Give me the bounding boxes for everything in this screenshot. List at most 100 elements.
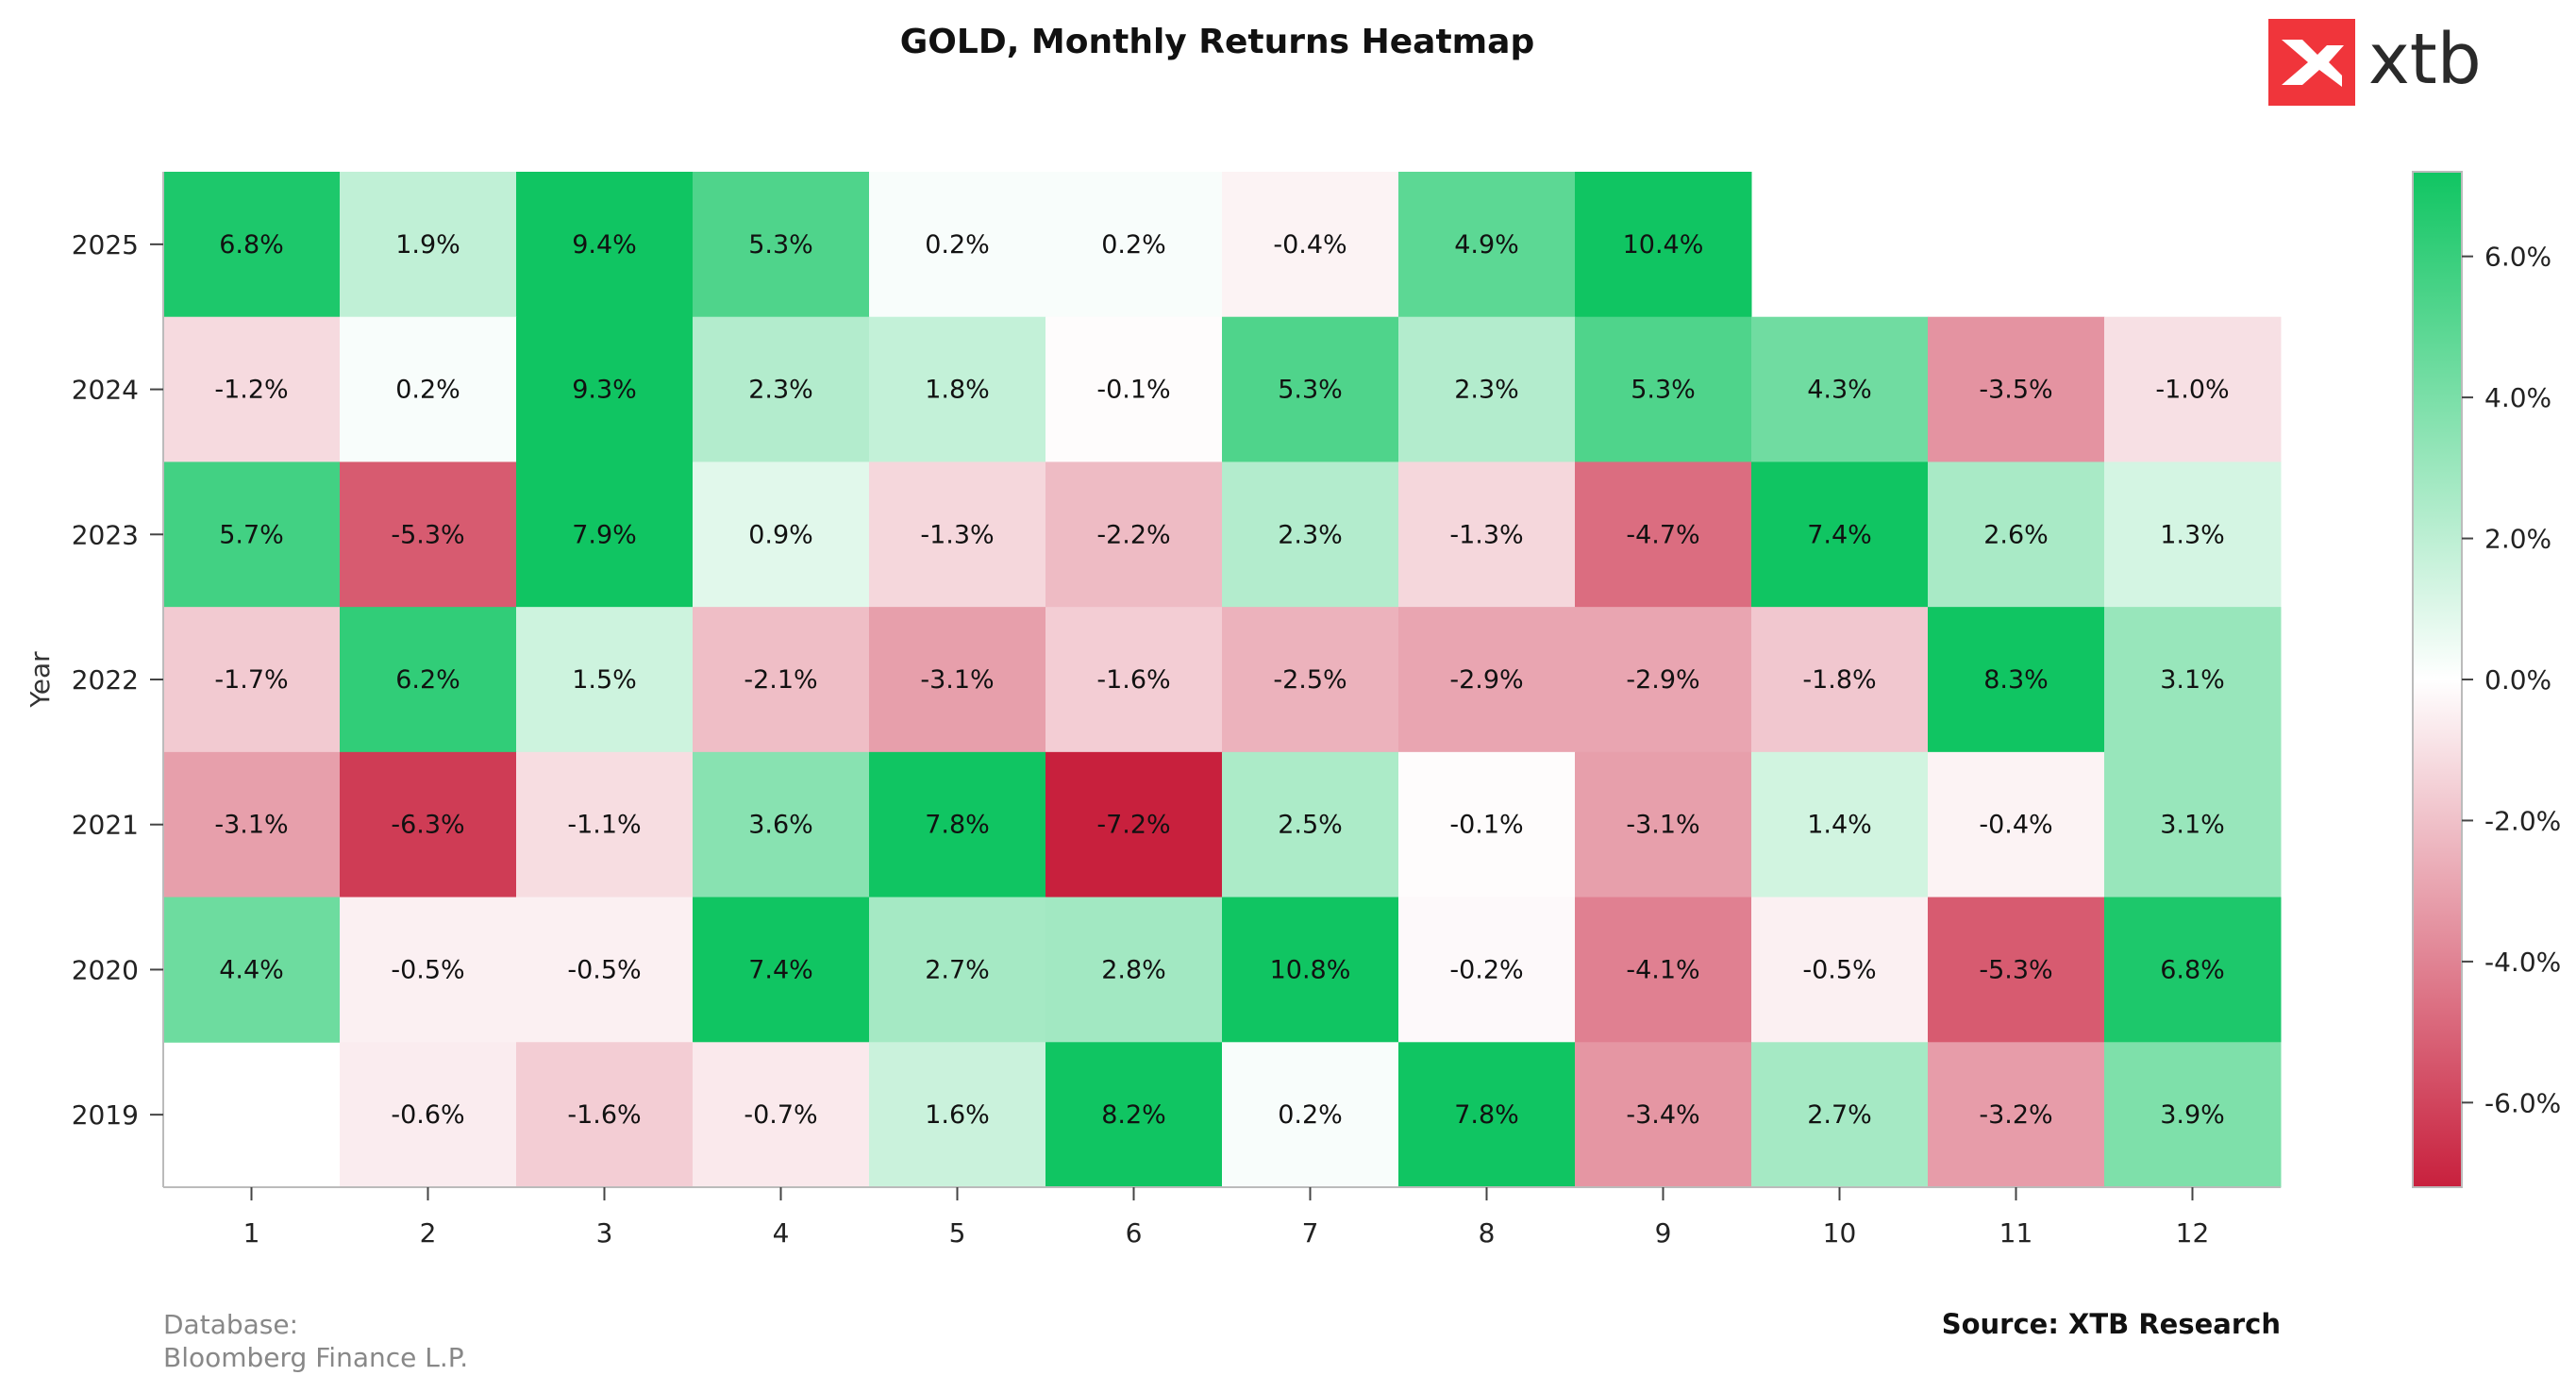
cell-value-label: -3.5% [1979,376,2052,405]
heatmap-cell [693,172,870,318]
cell-value-label: -4.7% [1626,520,1699,549]
heatmap-cell [1222,751,1399,898]
cell-value-label: 5.3% [748,230,813,260]
heatmap-cell [340,607,517,753]
x-axis-ticks: 1 2 3 4 5 6 7 8 9 10 11 12 [243,1187,2209,1249]
heatmap-cell [516,1042,694,1188]
cell-value-label: 1.4% [1807,811,1872,840]
heatmap-cell [869,1042,1046,1188]
heatmap-cell [163,316,341,462]
chart-title: GOLD, Monthly Returns Heatmap [900,23,1535,61]
cell-value-label: 4.3% [1807,376,1872,405]
cell-value-label: 2.3% [1278,520,1343,549]
heatmap-cell [1222,1042,1399,1188]
cell-value-label: -0.4% [1979,811,2052,840]
cell-value-label: 2.6% [1983,520,2049,549]
heatmap-cells [163,172,2282,1188]
cell-value-label: 1.6% [925,1100,990,1130]
cell-value-label: 0.2% [1278,1100,1343,1130]
heatmap-cell [1928,316,2105,462]
source-credit: Source: XTB Research [1942,1308,2281,1340]
cell-value-label: 2.5% [1278,811,1343,840]
cell-value-label: 7.8% [925,811,990,840]
heatmap-cell [1045,316,1223,462]
heatmap-cell [1575,172,1752,318]
y-axis-label: Year [25,651,56,709]
heatmap-cell [1398,607,1576,753]
cell-value-label: 9.4% [572,230,637,260]
x-tick-label: 1 [243,1217,260,1249]
heatmap-cell [1751,316,1929,462]
cell-value-label: -1.1% [567,811,641,840]
cell-value-label: 0.2% [395,376,460,405]
heatmap-cell [163,751,341,898]
cell-value-label: -0.5% [1802,955,1876,984]
cell-value-label: -1.2% [214,376,288,405]
database-value: Bloomberg Finance L.P. [163,1342,468,1373]
heatmap-cell [869,316,1046,462]
heatmap-cell [1045,461,1223,608]
cell-value-label: -1.6% [1096,665,1170,695]
colorbar-tick-label: 0.0% [2484,664,2551,696]
heatmap-cell [340,897,517,1043]
cell-value-label: -2.5% [1273,665,1347,695]
y-tick-label: 2023 [72,519,139,550]
heatmap-cell [163,897,341,1043]
cell-value-label: -1.8% [1802,665,1876,695]
heatmap-cell [2104,316,2282,462]
heatmap-cell [693,461,870,608]
heatmap-cell [1045,897,1223,1043]
cell-value-label: -2.2% [1096,520,1170,549]
heatmap-cell [1398,461,1576,608]
heatmap-cell [693,1042,870,1188]
heatmap-cell [1045,172,1223,318]
cell-value-label: 0.9% [748,520,813,549]
x-tick-label: 10 [1823,1217,1857,1249]
heatmap-cell [869,461,1046,608]
heatmap-cell [516,172,694,318]
cell-value-label: 5.3% [1278,376,1343,405]
heatmap-cell [693,607,870,753]
heatmap-cell [340,1042,517,1188]
heatmap-cell [1928,1042,2105,1188]
cell-value-label: -0.6% [391,1100,464,1130]
cell-value-label: -3.1% [1626,811,1699,840]
heatmap-cell [1928,461,2105,608]
cell-value-label: -7.2% [1096,811,1170,840]
cell-value-label: -1.3% [920,520,994,549]
logo-x-icon [2282,40,2344,87]
heatmap-cell [1575,1042,1752,1188]
heatmap-cell [693,751,870,898]
cell-value-label: 3.6% [748,811,813,840]
cell-value-label: 5.7% [219,520,284,549]
cell-value-label: 7.4% [748,955,813,984]
x-tick-label: 11 [1999,1217,2033,1249]
heatmap-cell [1045,1042,1223,1188]
heatmap-cell [1045,751,1223,898]
heatmap-cell [1222,316,1399,462]
heatmap-cell [1928,607,2105,753]
cell-value-label: -0.1% [1449,811,1523,840]
x-tick-label: 9 [1655,1217,1672,1249]
cell-value-label: -1.3% [1449,520,1523,549]
heatmap-cell [2104,461,2282,608]
heatmap-cell [340,316,517,462]
heatmap-cell [1222,461,1399,608]
heatmap-cell [869,172,1046,318]
cell-value-label: -1.6% [567,1100,641,1130]
heatmap-cell [1222,897,1399,1043]
heatmap-cell [516,751,694,898]
y-tick-label: 2025 [72,229,139,260]
heatmap-cell [1751,897,1929,1043]
cell-value-label: 3.9% [2160,1100,2225,1130]
cell-value-label: -3.1% [214,811,288,840]
colorbar-tick-label: 6.0% [2484,242,2551,273]
heatmap-cell [1928,751,2105,898]
heatmap-cell [163,461,341,608]
cell-value-label: -3.1% [920,665,994,695]
heatmap-cell [869,897,1046,1043]
cell-value-label: 6.8% [2160,955,2225,984]
cell-value-label: 0.2% [925,230,990,260]
heatmap-cell [1575,607,1752,753]
